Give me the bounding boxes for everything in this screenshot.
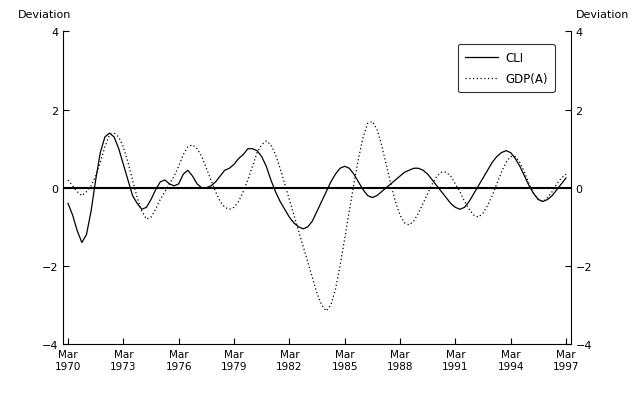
CLI <box>562 176 570 181</box>
GDP(A) <box>341 237 349 241</box>
CLI <box>240 153 247 158</box>
Text: Deviation: Deviation <box>18 10 71 20</box>
GDP(A) <box>562 172 570 177</box>
Legend: CLI, GDP(A): CLI, GDP(A) <box>458 45 555 93</box>
GDP(A) <box>368 119 376 124</box>
GDP(A) <box>202 166 210 171</box>
CLI <box>346 166 353 171</box>
Line: GDP(A): GDP(A) <box>68 122 566 311</box>
GDP(A) <box>401 221 408 226</box>
CLI <box>106 131 113 136</box>
CLI <box>78 241 86 245</box>
GDP(A) <box>101 145 108 150</box>
GDP(A) <box>336 264 344 269</box>
CLI <box>212 180 219 185</box>
GDP(A) <box>230 205 238 210</box>
GDP(A) <box>64 178 72 183</box>
GDP(A) <box>323 309 330 313</box>
Line: CLI: CLI <box>68 134 566 243</box>
CLI <box>401 170 408 175</box>
Text: Deviation: Deviation <box>576 10 629 20</box>
CLI <box>64 201 72 206</box>
CLI <box>341 164 349 169</box>
CLI <box>110 135 118 140</box>
